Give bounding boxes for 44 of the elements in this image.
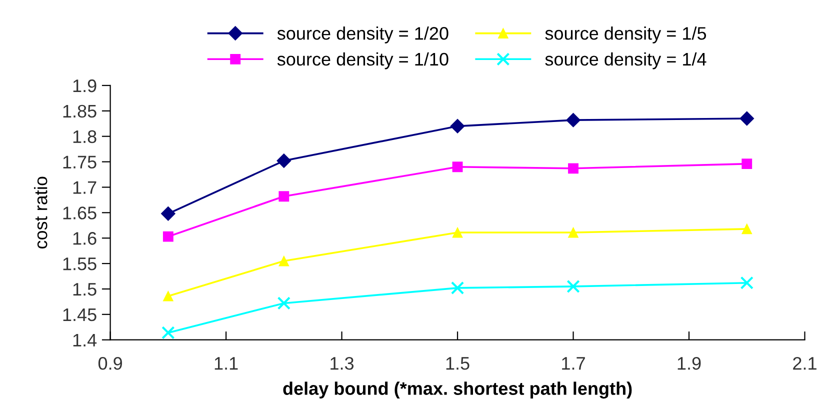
legend-label: source density = 1/5 — [545, 26, 706, 44]
point — [742, 224, 752, 234]
y-tick-label: 1.75 — [63, 156, 96, 169]
point — [742, 158, 752, 170]
x-tick-label: 1.3 — [330, 356, 354, 370]
point — [278, 191, 290, 202]
x-tick-label: 1.9 — [678, 356, 701, 370]
x-tick-label: 1.5 — [446, 357, 470, 370]
point — [568, 227, 578, 238]
point — [277, 296, 291, 310]
point — [160, 206, 176, 221]
point — [276, 154, 292, 168]
x-tick-label: 2.1 — [793, 356, 816, 370]
x-tick-label: 0.9 — [98, 356, 122, 370]
point — [452, 162, 463, 172]
point — [278, 256, 290, 266]
x-tick-label: 1.1 — [214, 357, 238, 370]
legend-label: source density = 1/10 — [277, 52, 448, 70]
point — [162, 231, 174, 242]
y-tick-label: 1.6 — [73, 232, 96, 245]
point — [740, 276, 754, 290]
point — [450, 118, 465, 134]
point — [162, 326, 175, 340]
legend-label: source density = 1/4 — [545, 52, 706, 70]
point — [566, 112, 580, 128]
y-tick-label: 1.85 — [63, 104, 96, 118]
point — [452, 227, 463, 238]
y-tick-label: 1.7 — [73, 181, 96, 194]
y-tick-label: 1.9 — [73, 79, 96, 92]
y-tick-label: 1.4 — [73, 334, 97, 346]
point — [566, 280, 580, 294]
point — [568, 163, 578, 174]
point — [740, 111, 754, 126]
y-tick-label: 1.55 — [63, 258, 96, 270]
x-axis-title: delay bound (*max. shortest path length) — [283, 382, 632, 399]
y-tick-label: 1.5 — [73, 283, 96, 296]
y-tick-label: 1.8 — [73, 130, 96, 144]
point — [162, 290, 174, 302]
legend-label: source density = 1/20 — [277, 26, 448, 44]
y-tick-label: 1.45 — [63, 308, 96, 322]
x-tick-label: 1.7 — [562, 357, 585, 370]
y-axis-title: cost ratio — [34, 176, 48, 249]
y-tick-label: 1.65 — [63, 206, 96, 220]
point — [450, 281, 464, 295]
